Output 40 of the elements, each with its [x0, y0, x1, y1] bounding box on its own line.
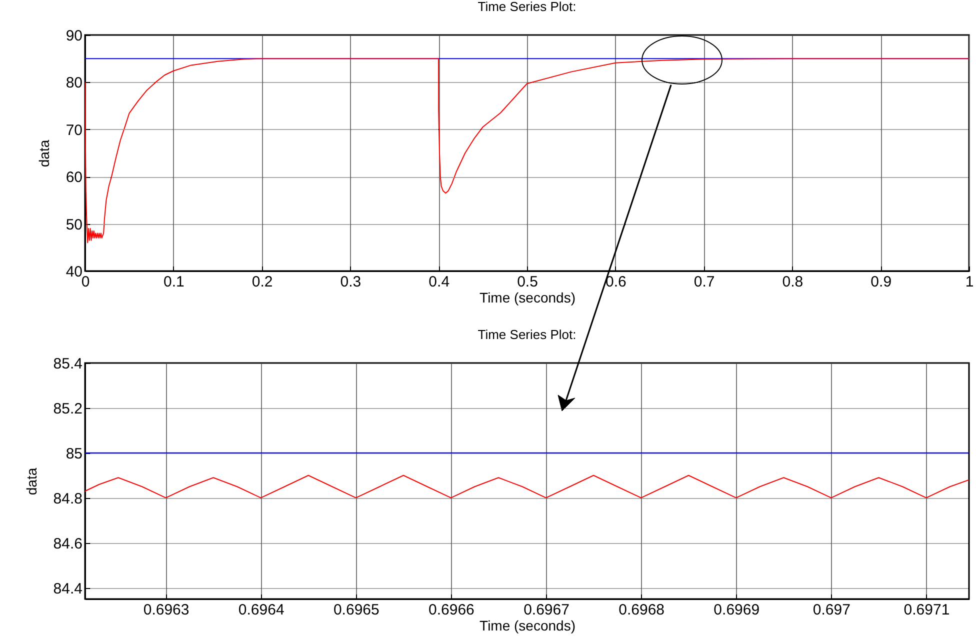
y-tick-label: 84.8: [53, 490, 82, 508]
y-tick-label: 40: [66, 264, 82, 280]
x-tick-label: 0.6971: [904, 602, 950, 618]
x-tick-label: 0.9: [870, 274, 892, 290]
y-tick-label: 84.6: [53, 535, 82, 552]
x-tick-label: 0.6: [605, 274, 626, 290]
x-tick-label: 0.6963: [143, 602, 190, 618]
y-tick-label: 60: [66, 169, 82, 186]
chart-title: Time Series Plot:: [478, 0, 576, 14]
y-tick-label: 80: [66, 74, 82, 92]
y-tick-label: 85: [66, 445, 82, 462]
y-tick-label: 70: [66, 122, 82, 139]
y-tick-label: 85.4: [53, 356, 82, 372]
x-tick-label: 0: [81, 274, 90, 290]
x-tick-label: 0.6967: [524, 602, 570, 618]
chart-title: Time Series Plot:: [478, 327, 576, 342]
x-tick-label: 0.6966: [428, 602, 474, 618]
x-tick-label: 0.4: [428, 274, 450, 290]
x-tick-label: 0.3: [340, 274, 362, 290]
line-series: [85, 474, 969, 498]
line-series: [85, 58, 969, 244]
y-tick-label: 85.2: [53, 400, 82, 418]
x-tick-label: 1: [965, 274, 974, 290]
x-tick-label: 0.2: [252, 274, 273, 290]
x-axis-title: Time (seconds): [480, 290, 576, 306]
y-tick-label: 50: [66, 216, 82, 234]
y-tick-label: 90: [66, 28, 82, 44]
x-tick-label: 0.697: [812, 602, 850, 618]
x-axis-title: Time (seconds): [480, 618, 576, 634]
x-tick-label: 0.5: [517, 274, 538, 290]
x-tick-label: 0.1: [163, 274, 184, 290]
y-tick-label: 84.4: [53, 580, 82, 598]
x-tick-label: 0.6964: [238, 602, 284, 618]
y-axis-title: data: [36, 140, 52, 168]
x-tick-label: 0.6969: [714, 602, 760, 618]
x-tick-label: 0.6968: [618, 602, 665, 618]
x-tick-label: 0.6965: [333, 602, 380, 618]
y-axis-title: data: [23, 468, 40, 496]
x-tick-label: 0.8: [782, 274, 804, 290]
x-tick-label: 0.7: [694, 274, 715, 290]
